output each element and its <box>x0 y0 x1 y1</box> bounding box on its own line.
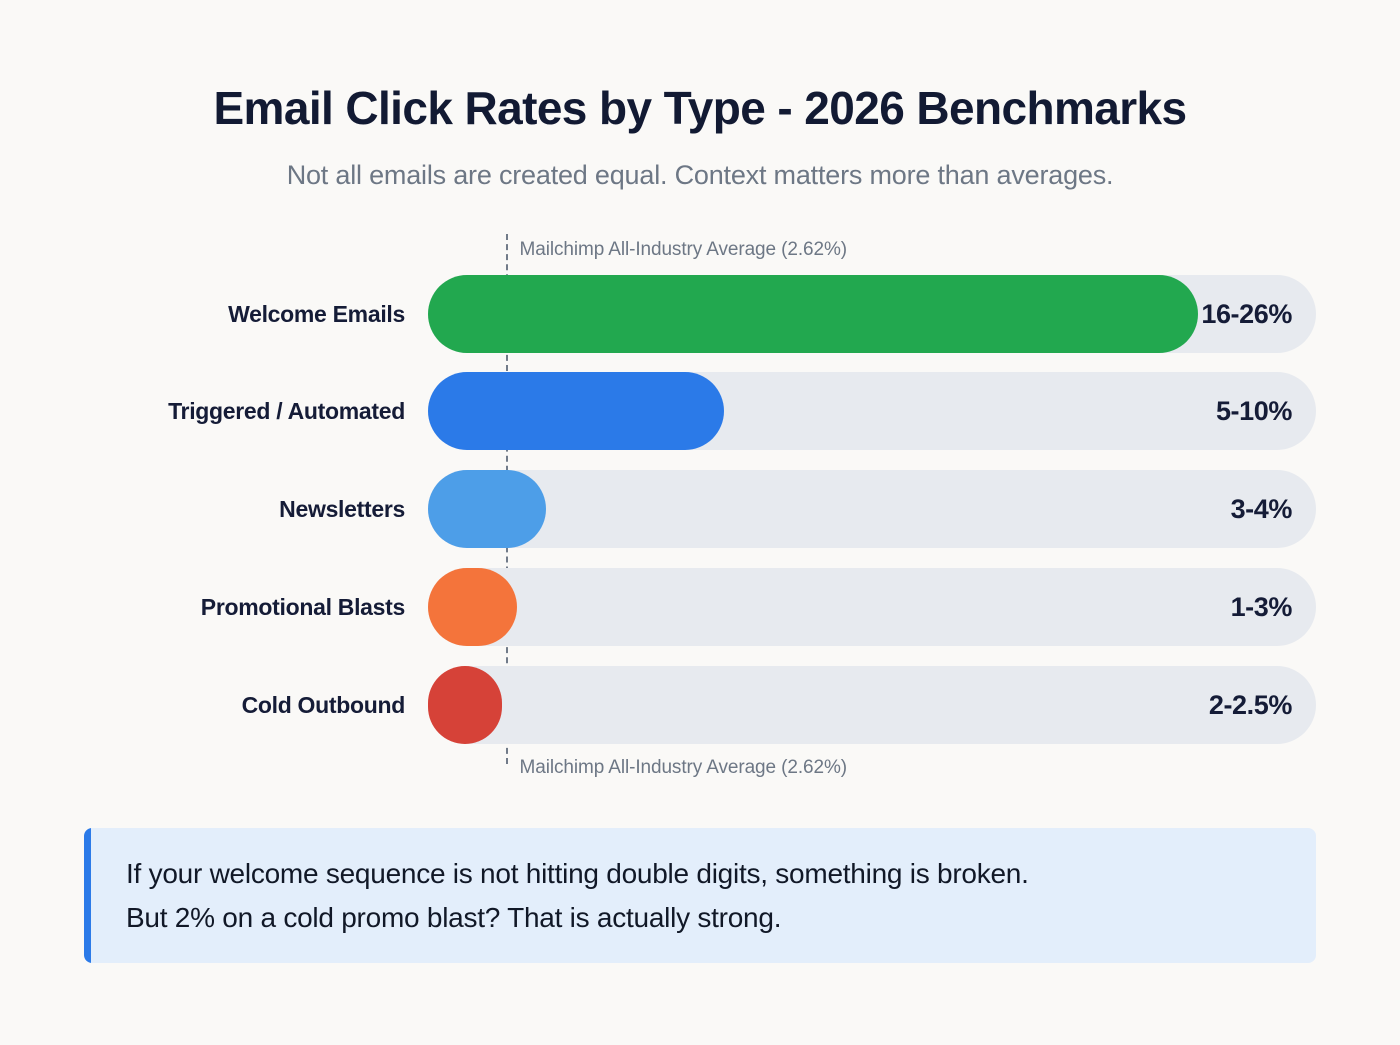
page-subtitle: Not all emails are created equal. Contex… <box>286 160 1114 190</box>
bar-value-label: 3-4% <box>1230 493 1293 524</box>
bar-track: 5-10% <box>428 372 1316 450</box>
table-row: Triggered / Automated 5-10% <box>0 372 1400 450</box>
bar-value-label: 5-10% <box>1215 395 1292 426</box>
bar-fill <box>428 372 724 450</box>
bar-track: 1-3% <box>428 568 1316 646</box>
callout-accent-bar <box>84 828 91 963</box>
bar-fill <box>428 470 547 548</box>
bar-track: 16-26% <box>428 275 1316 353</box>
page-title: Email Click Rates by Type - 2026 Benchma… <box>213 82 1187 134</box>
table-row: Newsletters 3-4% <box>0 470 1400 548</box>
benchmark-label-bottom: Mailchimp All-Industry Average (2.62%) <box>519 757 848 778</box>
benchmark-label-top: Mailchimp All-Industry Average (2.62%) <box>519 239 848 260</box>
insight-callout: If your welcome sequence is not hitting … <box>84 828 1316 963</box>
bar-category-label: Cold Outbound <box>241 691 406 718</box>
callout-text: If your welcome sequence is not hitting … <box>126 828 1286 963</box>
table-row: Promotional Blasts 1-3% <box>0 568 1400 646</box>
callout-line-1: If your welcome sequence is not hitting … <box>126 858 1029 890</box>
bar-category-label: Promotional Blasts <box>200 593 406 620</box>
bar-track: 3-4% <box>428 470 1316 548</box>
bar-value-label: 1-3% <box>1230 591 1293 622</box>
bar-fill <box>428 275 1198 353</box>
callout-line-2: But 2% on a cold promo blast? That is ac… <box>126 901 782 933</box>
bar-track: 2-2.5% <box>428 666 1316 744</box>
bar-value-label: 2-2.5% <box>1208 689 1293 720</box>
bar-value-label: 16-26% <box>1201 298 1292 329</box>
table-row: Cold Outbound 2-2.5% <box>0 666 1400 744</box>
bar-fill <box>428 568 517 646</box>
bar-category-label: Welcome Emails <box>228 300 405 327</box>
bar-fill <box>428 666 502 744</box>
table-row: Welcome Emails 16-26% <box>0 275 1400 353</box>
bar-category-label: Newsletters <box>279 495 405 522</box>
bar-category-label: Triggered / Automated <box>168 397 405 424</box>
